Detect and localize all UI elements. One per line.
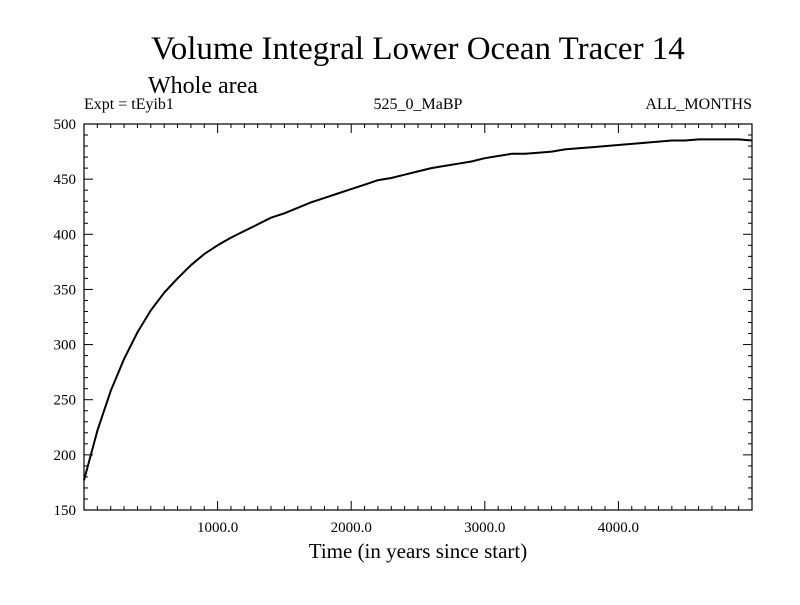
chart-title: Volume Integral Lower Ocean Tracer 14 bbox=[151, 31, 685, 67]
data-series bbox=[83, 138, 753, 481]
experiment-label: Expt = tEyib1 bbox=[84, 96, 174, 113]
months-label: ALL_MONTHS bbox=[645, 96, 752, 113]
y-tick-label: 450 bbox=[54, 172, 77, 188]
axis-ticks bbox=[84, 123, 752, 511]
x-tick-label: 1000.0 bbox=[197, 520, 238, 536]
y-tick-label: 500 bbox=[54, 117, 77, 133]
x-axis-title: Time (in years since start) bbox=[309, 539, 528, 563]
plot-frame bbox=[83, 123, 753, 511]
x-tick-label: 4000.0 bbox=[598, 520, 639, 536]
y-tick-label: 300 bbox=[54, 338, 77, 354]
axis-tick-labels: 150 200 250 300 350 400 450 500 1000.0 2000.0 3000… bbox=[54, 117, 640, 536]
y-tick-label: 350 bbox=[54, 282, 77, 298]
x-tick-label: 2000.0 bbox=[331, 520, 372, 536]
chart-subtitle: Whole area bbox=[148, 73, 258, 99]
y-tick-label: 250 bbox=[54, 393, 77, 409]
period-label: 525_0_MaBP bbox=[374, 96, 463, 113]
y-tick-label: 150 bbox=[54, 503, 77, 519]
y-tick-label: 400 bbox=[54, 227, 77, 243]
x-tick-label: 3000.0 bbox=[464, 520, 505, 536]
y-tick-label: 200 bbox=[54, 448, 77, 464]
series-line bbox=[83, 138, 753, 481]
